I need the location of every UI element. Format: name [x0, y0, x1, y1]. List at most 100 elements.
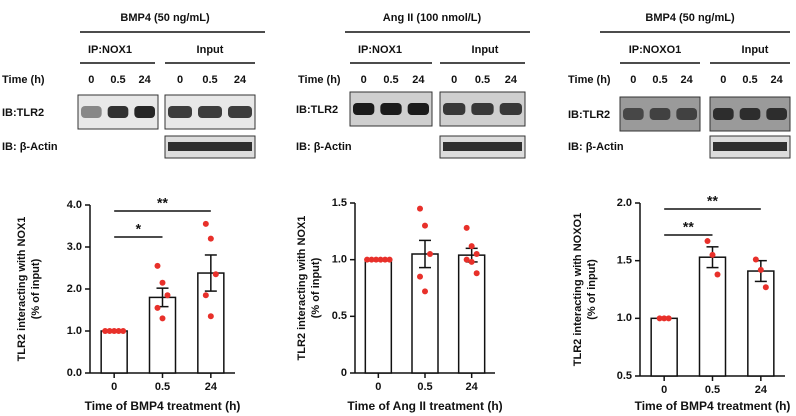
band: [499, 103, 522, 115]
band: [168, 142, 252, 151]
band: [471, 103, 494, 115]
data-point: [463, 256, 470, 263]
band: [443, 103, 466, 115]
time-label: Time (h): [298, 74, 341, 86]
sig-label: **: [157, 195, 168, 211]
band: [713, 108, 734, 120]
data-point: [368, 256, 375, 263]
x-tick-label: 0: [661, 384, 667, 396]
lane-label: 0.5: [742, 74, 757, 86]
y-tick-label: 1.5: [617, 255, 632, 267]
ib-label: IB:TLR2: [2, 107, 44, 119]
lane-label: 0.5: [202, 74, 217, 86]
data-point: [106, 328, 113, 334]
lane-label: 0: [177, 74, 183, 86]
x-tick-label: 0.5: [155, 381, 170, 393]
ib-label: IB: β-Actin: [296, 141, 352, 153]
bar: [747, 270, 775, 377]
data-point: [665, 315, 672, 322]
data-point: [473, 251, 480, 257]
data-point: [154, 304, 161, 311]
y-axis-title: (% of input): [30, 258, 42, 319]
data-point: [468, 243, 475, 250]
x-tick-label: 24: [205, 381, 218, 393]
blot-title: BMP4 (50 ng/mL): [645, 12, 735, 24]
input-label: Input: [742, 44, 769, 56]
lane-label: 0.5: [383, 74, 398, 86]
data-point: [364, 256, 371, 263]
x-tick-label: 24: [755, 384, 768, 396]
data-point: [473, 270, 480, 277]
lane-label: 24: [234, 74, 247, 86]
data-point: [159, 315, 166, 322]
ip-label: IP:NOXO1: [629, 44, 682, 56]
lane-label: 24: [505, 74, 518, 86]
x-tick-label: 24: [466, 381, 479, 393]
y-axis-title: TLR2 interacting with NOX1: [16, 217, 28, 362]
lane-label: 0.5: [110, 74, 125, 86]
data-point: [422, 288, 428, 295]
data-point: [377, 256, 384, 263]
data-point: [207, 235, 214, 242]
lane-label: 0: [720, 74, 726, 86]
lane-label: 0: [451, 74, 457, 86]
bar: [100, 330, 128, 374]
data-point: [202, 220, 209, 227]
error-bar: [419, 239, 431, 269]
x-tick-label: 0.5: [417, 381, 432, 393]
data-point: [417, 273, 423, 280]
band: [443, 142, 522, 151]
bar: [411, 253, 439, 374]
blot-title: Ang II (100 nmol/L): [383, 12, 482, 24]
x-tick-label: 0: [111, 381, 117, 393]
input-label: Input: [197, 44, 224, 56]
y-tick-label: 1.0: [332, 254, 347, 266]
y-tick-label: 1.0: [617, 312, 632, 324]
lane-label: 0: [630, 74, 636, 86]
band: [649, 108, 671, 120]
data-point: [373, 256, 380, 263]
blot-title: BMP4 (50 ng/mL): [120, 12, 210, 24]
ib-label: IB:TLR2: [296, 104, 338, 116]
data-point: [202, 292, 209, 299]
input-label: Input: [472, 44, 499, 56]
error-bar: [204, 254, 217, 292]
ib-label: IB:TLR2: [568, 109, 610, 121]
y-axis-title: (% of input): [310, 257, 322, 318]
band: [766, 108, 787, 120]
data-point: [164, 292, 171, 299]
band: [134, 106, 155, 118]
band: [713, 142, 787, 151]
data-point: [159, 279, 166, 286]
data-point: [102, 328, 109, 334]
data-point: [762, 284, 769, 291]
y-tick-label: 0.0: [67, 367, 82, 379]
band: [228, 106, 252, 118]
lane-label: 0: [88, 74, 94, 86]
lane-label: 24: [412, 74, 425, 86]
data-point: [154, 262, 161, 269]
y-tick-label: 0.5: [332, 310, 347, 322]
bar: [698, 256, 727, 377]
ib-label: IB: β-Actin: [2, 141, 58, 153]
time-label: Time (h): [2, 74, 45, 86]
y-tick-label: 1.5: [332, 197, 347, 209]
band: [407, 103, 429, 115]
data-point: [417, 205, 423, 212]
y-tick-label: 0.5: [617, 370, 632, 382]
lane-label: 0: [361, 74, 367, 86]
band: [676, 108, 697, 120]
data-point: [704, 238, 711, 245]
data-point: [714, 271, 721, 278]
y-tick-label: 0: [341, 367, 347, 379]
band: [107, 106, 129, 118]
data-point: [115, 328, 122, 334]
lane-label: 24: [681, 74, 694, 86]
band: [739, 108, 761, 120]
data-point: [427, 251, 433, 257]
bar: [457, 254, 486, 374]
y-tick-label: 4.0: [67, 199, 82, 211]
data-point: [709, 251, 716, 258]
lane-label: 0.5: [652, 74, 667, 86]
